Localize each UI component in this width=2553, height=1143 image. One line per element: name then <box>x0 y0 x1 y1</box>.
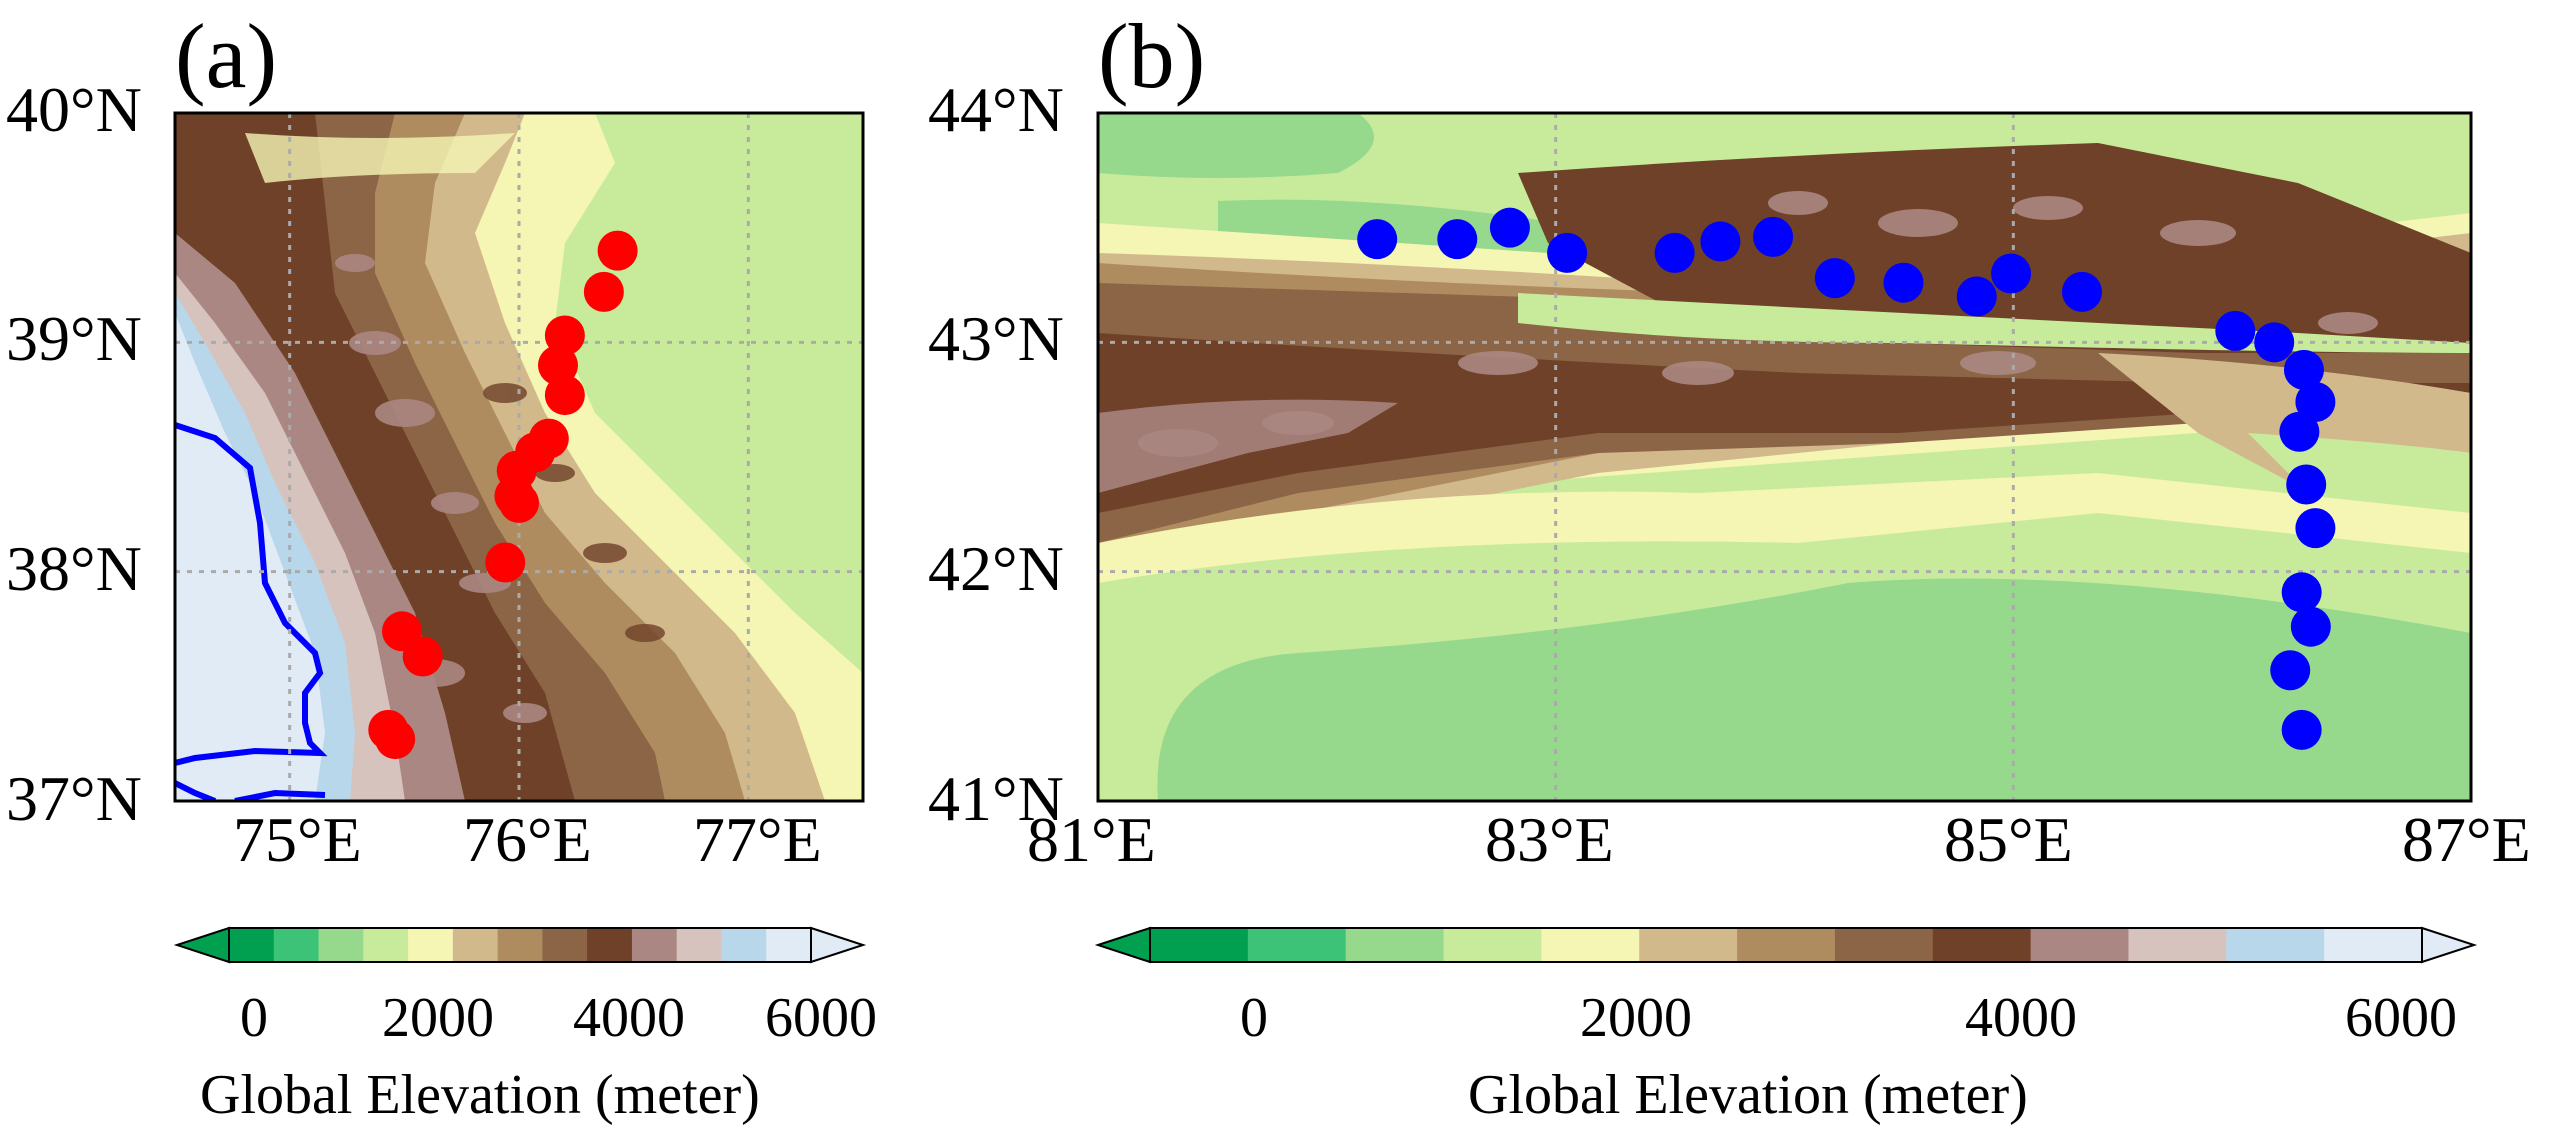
station-marker <box>1883 262 1924 303</box>
colorbar-bin <box>587 928 633 962</box>
lon-label: 76°E <box>463 804 592 875</box>
station-marker <box>485 542 526 583</box>
station-marker <box>2281 572 2322 613</box>
colorbar-bin <box>1541 928 1640 962</box>
river-line <box>175 780 326 801</box>
colorbar-bin <box>408 928 454 962</box>
station-marker <box>2295 508 2336 549</box>
colorbar-bin <box>318 928 364 962</box>
colorbar-bin <box>1443 928 1542 962</box>
colorbar-bin <box>363 928 409 962</box>
map-panel-b <box>1096 111 2473 803</box>
station-marker <box>402 636 443 677</box>
colorbar-bin <box>2324 928 2423 962</box>
colorbar-bin <box>542 928 588 962</box>
map-panel-a <box>173 111 865 803</box>
colorbar-title: Global Elevation (meter) <box>200 1064 760 1126</box>
colorbar-tick: 6000 <box>765 987 877 1049</box>
colorbar-title: Global Elevation (meter) <box>1468 1064 2028 1126</box>
lat-label: 38°N <box>6 533 142 604</box>
lon-label: 87°E <box>2402 804 2531 875</box>
colorbar-bin <box>2226 928 2325 962</box>
station-marker <box>544 315 585 356</box>
station-marker <box>1753 216 1794 257</box>
panel-a-letter: (a) <box>175 5 278 107</box>
station-marker <box>499 482 539 523</box>
station-marker <box>1437 219 1478 260</box>
colorbar-bin <box>273 928 320 962</box>
colorbar-extend-high <box>2421 926 2478 964</box>
colorbar-bin <box>229 928 275 962</box>
station-marker <box>583 271 624 312</box>
colorbar-tick: 4000 <box>573 987 685 1049</box>
lat-label: 37°N <box>6 763 142 834</box>
lon-label: 77°E <box>693 804 822 875</box>
colorbar-bin <box>766 928 812 962</box>
panel-b-letter: (b) <box>1098 5 1206 107</box>
station-marker <box>1956 276 1997 317</box>
lon-label: 83°E <box>1485 804 1614 875</box>
station-marker <box>2290 606 2331 647</box>
colorbar-tick: 6000 <box>2345 987 2457 1049</box>
colorbar-bin <box>1150 928 1249 962</box>
colorbar-bin <box>1737 928 1836 962</box>
station-marker <box>2281 709 2322 750</box>
colorbar-extend-low <box>173 926 230 964</box>
colorbar-b <box>1094 926 2478 964</box>
station-marker <box>2061 271 2102 312</box>
colorbar-bin <box>1834 928 1934 962</box>
lat-label: 44°N <box>928 74 1064 145</box>
river-line <box>175 422 328 766</box>
lon-label: 81°E <box>1027 804 1156 875</box>
colorbar-tick: 2000 <box>1580 987 1692 1049</box>
station-marker <box>2270 650 2311 691</box>
lat-label: 43°N <box>928 303 1064 374</box>
colorbar-bin <box>1932 928 2032 962</box>
colorbar-bin <box>676 928 722 962</box>
colorbar-bin <box>2128 928 2227 962</box>
colorbar-extend-low <box>1094 926 1151 964</box>
station-marker <box>597 230 638 271</box>
station-marker <box>2295 381 2336 422</box>
station-marker <box>1814 258 1855 299</box>
station-marker <box>2286 464 2327 505</box>
colorbar-bin <box>1345 928 1445 962</box>
station-marker <box>2279 411 2320 452</box>
colorbar-bin <box>2030 928 2129 962</box>
station-marker <box>1700 221 1741 262</box>
lon-label: 85°E <box>1944 804 2073 875</box>
lat-label: 42°N <box>928 533 1064 604</box>
colorbar-bin <box>1247 928 1347 962</box>
colorbar-tick: 4000 <box>1965 987 2077 1049</box>
lat-label: 40°N <box>6 74 142 145</box>
colorbar-bin <box>497 928 543 962</box>
colorbar-bin <box>631 928 678 962</box>
colorbar-tick: 2000 <box>382 987 494 1049</box>
lat-label: 41°N <box>928 763 1064 834</box>
station-marker <box>1654 232 1695 273</box>
station-marker <box>1489 207 1530 248</box>
colorbar-a <box>173 926 867 964</box>
station-marker <box>2254 322 2295 363</box>
colorbar-bin <box>452 928 499 962</box>
colorbar-tick: 0 <box>1240 987 1268 1049</box>
colorbar-bin <box>1639 928 1738 962</box>
colorbar-tick: 0 <box>240 987 268 1049</box>
station-marker <box>1357 219 1398 260</box>
station-marker <box>2283 349 2324 390</box>
station-marker <box>2215 310 2256 351</box>
lon-label: 75°E <box>233 804 362 875</box>
colorbar-bin <box>721 928 767 962</box>
station-marker <box>1991 253 2032 294</box>
lat-label: 39°N <box>6 303 142 374</box>
station-marker <box>1547 232 1588 273</box>
station-marker <box>537 345 578 386</box>
station-marker <box>375 719 416 760</box>
colorbar-extend-high <box>810 926 867 964</box>
station-marker <box>544 375 585 416</box>
